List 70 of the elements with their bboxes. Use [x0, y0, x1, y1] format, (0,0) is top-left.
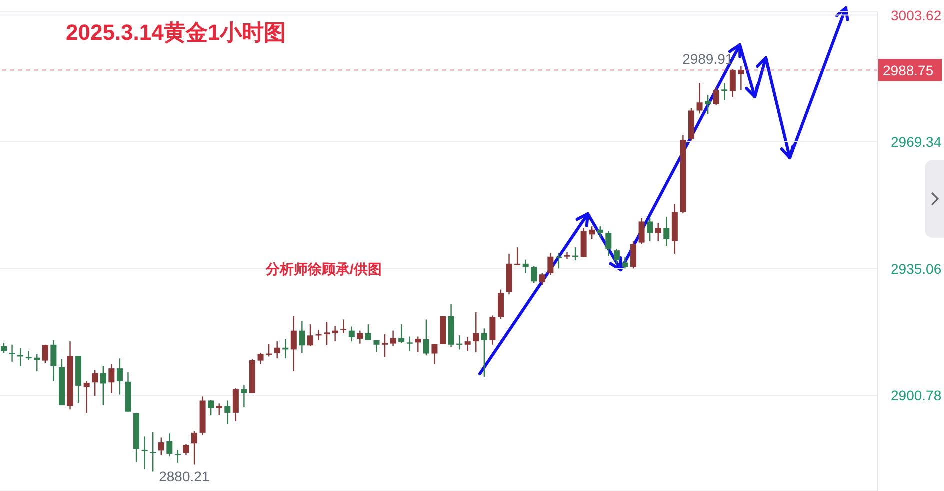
candlestick	[614, 248, 620, 264]
candlestick	[365, 324, 372, 341]
candlestick	[290, 316, 297, 372]
annotation: 2880.21	[159, 468, 210, 485]
y-tick-label: 2969.34	[891, 134, 942, 150]
chart-title: 2025.3.14黄金1小时图	[66, 19, 286, 47]
candlestick	[432, 344, 438, 365]
y-tick-label: 2900.78	[891, 388, 942, 404]
candlestick	[464, 336, 471, 352]
candlestick	[597, 226, 604, 238]
candlestick	[390, 330, 396, 347]
candlestick	[398, 324, 405, 344]
candlestick	[630, 240, 637, 270]
candlestick	[332, 325, 338, 342]
candlestick	[713, 86, 720, 106]
candlestick	[490, 315, 496, 346]
candlestick	[50, 340, 57, 382]
candlestick	[622, 256, 628, 270]
ref-line-label: 2988.75	[883, 62, 934, 78]
candlestick	[100, 365, 106, 406]
candlestick	[664, 216, 670, 247]
candlestick	[150, 432, 156, 472]
candlestick	[258, 352, 264, 365]
candlestick	[638, 218, 645, 245]
candlestick	[307, 324, 314, 347]
candlestick	[531, 266, 538, 284]
candlestick	[730, 68, 736, 98]
candlestick	[655, 222, 662, 242]
candlestick	[696, 82, 703, 114]
candlestick	[241, 384, 248, 408]
candlestick	[92, 369, 98, 397]
candlestick	[522, 259, 529, 274]
candlestick	[423, 319, 430, 356]
candlestick	[9, 344, 16, 363]
y-tick-label: 3003.62	[891, 7, 942, 24]
candlestick	[406, 336, 413, 352]
candlestick	[647, 218, 654, 242]
candlestick	[192, 430, 198, 466]
candlestick	[274, 340, 280, 360]
candlestick	[224, 400, 231, 425]
candlestick	[589, 226, 596, 240]
candlestick	[705, 94, 712, 116]
candlestick	[738, 65, 744, 92]
candlestick	[299, 320, 306, 354]
candlestick	[1, 342, 7, 354]
candlestick	[324, 321, 330, 346]
candlestick	[116, 358, 123, 396]
annotation: 分析师徐顾承/供图	[266, 261, 382, 279]
y-tick-label: 2935.06	[891, 260, 942, 277]
candlestick	[564, 252, 570, 260]
candlestick	[539, 272, 546, 286]
candlestick	[481, 328, 488, 378]
candlestick	[183, 444, 190, 456]
candlestick	[26, 350, 32, 361]
candlestick	[108, 364, 115, 394]
candlestick	[42, 344, 48, 364]
candlestick	[606, 230, 612, 258]
candlestick	[34, 354, 40, 372]
candlestick	[84, 380, 90, 414]
candlestick	[357, 330, 364, 344]
candlestick	[415, 336, 422, 353]
candlestick	[473, 312, 480, 353]
candlestick	[722, 82, 728, 101]
candlestick	[348, 326, 355, 342]
candlestick	[382, 334, 388, 358]
candlestick	[548, 252, 554, 276]
candlestick	[232, 388, 239, 422]
candlestick	[158, 437, 164, 456]
candlestick	[208, 399, 214, 416]
candlestick	[166, 433, 173, 458]
